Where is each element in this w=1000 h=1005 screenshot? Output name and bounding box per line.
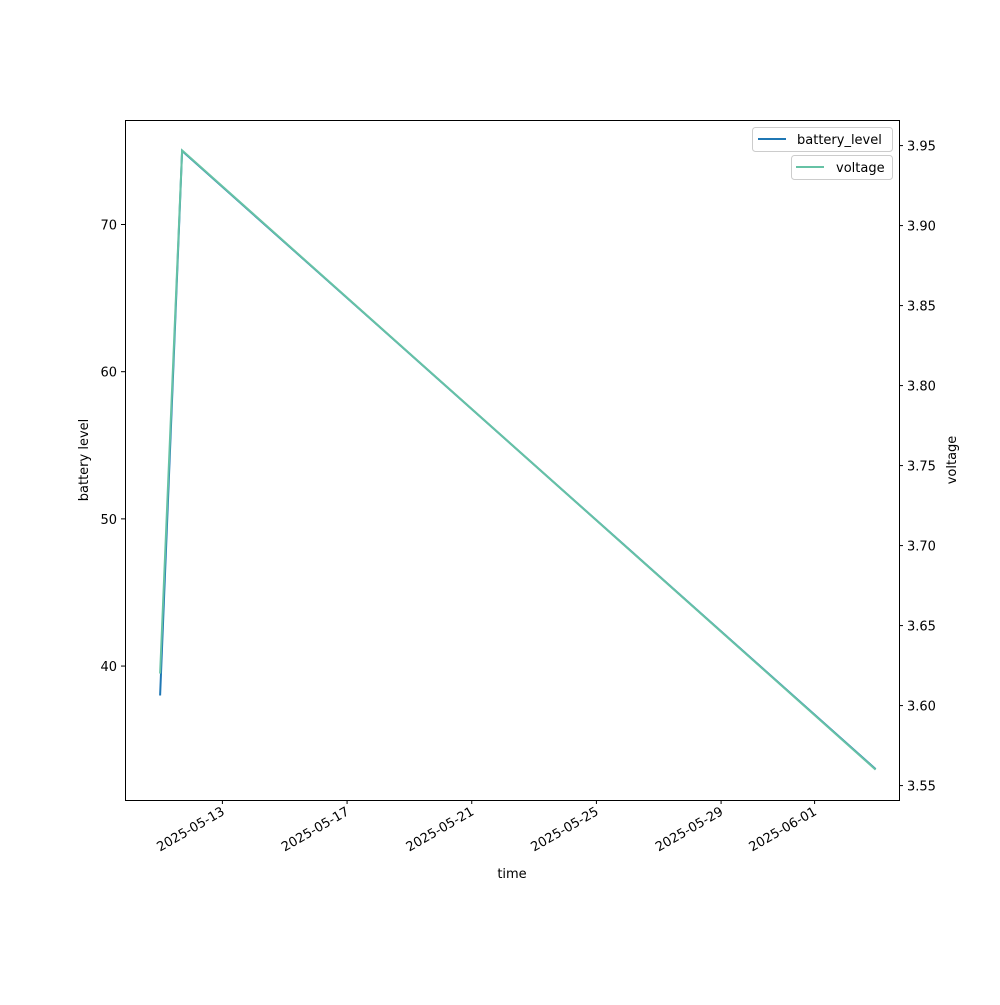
y-tick-label-left: 40 (100, 660, 117, 675)
series-line-battery_level (159, 148, 877, 770)
y-tick-label-right: 3.90 (907, 220, 936, 235)
x-tick-label: 2025-05-13 (154, 804, 227, 855)
y-tick-label-right: 3.60 (907, 700, 936, 715)
x-tick-label: 2025-05-25 (528, 804, 601, 855)
y-axis-label-left: battery level (77, 419, 92, 502)
y-tick-label-left: 60 (100, 366, 117, 381)
y-tick-label-left: 70 (100, 219, 117, 234)
legend-frame (752, 127, 893, 152)
x-axis-label: time (497, 867, 526, 882)
x-tick-label: 2025-05-21 (404, 804, 477, 855)
legend-label-battery: battery_level (797, 133, 882, 148)
y-tick-label-right: 3.95 (907, 140, 936, 155)
y-tick-label-right: 3.70 (907, 540, 936, 555)
legend-frame (791, 155, 893, 180)
x-tick-label: 2025-05-17 (279, 804, 352, 855)
y-tick-label-right: 3.65 (907, 620, 936, 635)
plot-frame (125, 120, 900, 801)
x-tick-label: 2025-06-01 (747, 804, 820, 855)
y-tick-label-right: 3.75 (907, 460, 936, 475)
x-tick-label: 2025-05-29 (653, 804, 726, 855)
series-line-voltage (159, 148, 877, 771)
legend-battery: battery_level (752, 127, 893, 152)
y-tick-label-left: 50 (100, 513, 117, 528)
y-tick-label-right: 3.80 (907, 380, 936, 395)
y-tick-label-right: 3.55 (907, 780, 936, 795)
y-tick-label-right: 3.85 (907, 300, 936, 315)
y-axis-label-right: voltage (945, 436, 960, 485)
legend-voltage: voltage (791, 155, 893, 180)
legend-label-voltage: voltage (836, 161, 885, 176)
